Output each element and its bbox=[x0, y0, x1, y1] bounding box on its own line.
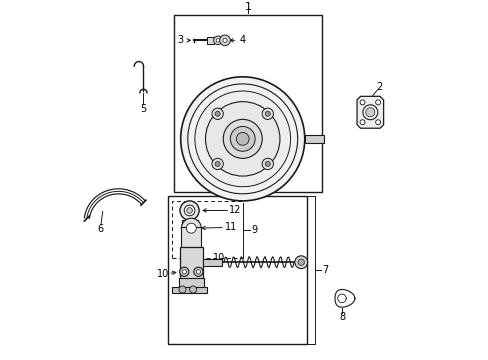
Circle shape bbox=[262, 158, 273, 170]
Text: 10: 10 bbox=[212, 253, 224, 263]
Text: 12: 12 bbox=[229, 206, 242, 215]
Circle shape bbox=[179, 286, 185, 293]
Circle shape bbox=[186, 208, 192, 213]
Circle shape bbox=[212, 158, 223, 170]
Circle shape bbox=[179, 267, 188, 276]
Text: 5: 5 bbox=[140, 104, 146, 114]
Circle shape bbox=[362, 105, 377, 120]
Circle shape bbox=[223, 38, 226, 42]
Circle shape bbox=[265, 111, 270, 116]
Text: 8: 8 bbox=[339, 312, 345, 322]
Circle shape bbox=[359, 100, 364, 105]
Circle shape bbox=[297, 259, 304, 265]
Bar bbox=[202, 258, 222, 266]
Bar bbox=[168, 195, 306, 345]
Circle shape bbox=[365, 108, 374, 117]
Polygon shape bbox=[356, 96, 383, 128]
Circle shape bbox=[195, 91, 290, 187]
Circle shape bbox=[212, 108, 223, 120]
Bar bbox=[178, 278, 203, 288]
Bar bbox=[182, 220, 198, 236]
Circle shape bbox=[180, 201, 199, 220]
Bar bbox=[180, 247, 203, 279]
Circle shape bbox=[262, 108, 273, 120]
Circle shape bbox=[265, 161, 270, 166]
Bar bbox=[207, 37, 213, 44]
Text: 2: 2 bbox=[375, 82, 382, 93]
Circle shape bbox=[230, 126, 255, 151]
Bar bbox=[304, 135, 324, 143]
Text: 11: 11 bbox=[224, 222, 237, 233]
Circle shape bbox=[213, 36, 222, 45]
Text: 6: 6 bbox=[97, 224, 103, 234]
Circle shape bbox=[189, 286, 196, 293]
Circle shape bbox=[193, 267, 203, 276]
Circle shape bbox=[375, 120, 380, 125]
Circle shape bbox=[215, 161, 220, 166]
Text: 1: 1 bbox=[244, 2, 251, 12]
Bar bbox=[173, 15, 322, 192]
Circle shape bbox=[375, 100, 380, 105]
Circle shape bbox=[184, 205, 195, 216]
Circle shape bbox=[196, 270, 200, 274]
Circle shape bbox=[216, 39, 219, 42]
Text: 3: 3 bbox=[177, 35, 183, 45]
Bar bbox=[171, 201, 242, 258]
Circle shape bbox=[186, 223, 196, 233]
Bar bbox=[181, 228, 201, 249]
Circle shape bbox=[182, 270, 186, 274]
Circle shape bbox=[223, 120, 262, 158]
Circle shape bbox=[215, 111, 220, 116]
Circle shape bbox=[219, 35, 230, 46]
Text: 9: 9 bbox=[251, 225, 257, 235]
Circle shape bbox=[205, 102, 279, 176]
Text: 7: 7 bbox=[321, 265, 327, 275]
Text: 10: 10 bbox=[157, 269, 169, 279]
Circle shape bbox=[294, 256, 307, 269]
Circle shape bbox=[359, 120, 364, 125]
Bar bbox=[171, 287, 207, 293]
Circle shape bbox=[181, 218, 201, 238]
Circle shape bbox=[236, 132, 248, 145]
Text: 4: 4 bbox=[239, 35, 245, 45]
Circle shape bbox=[181, 77, 304, 201]
Circle shape bbox=[187, 84, 297, 194]
